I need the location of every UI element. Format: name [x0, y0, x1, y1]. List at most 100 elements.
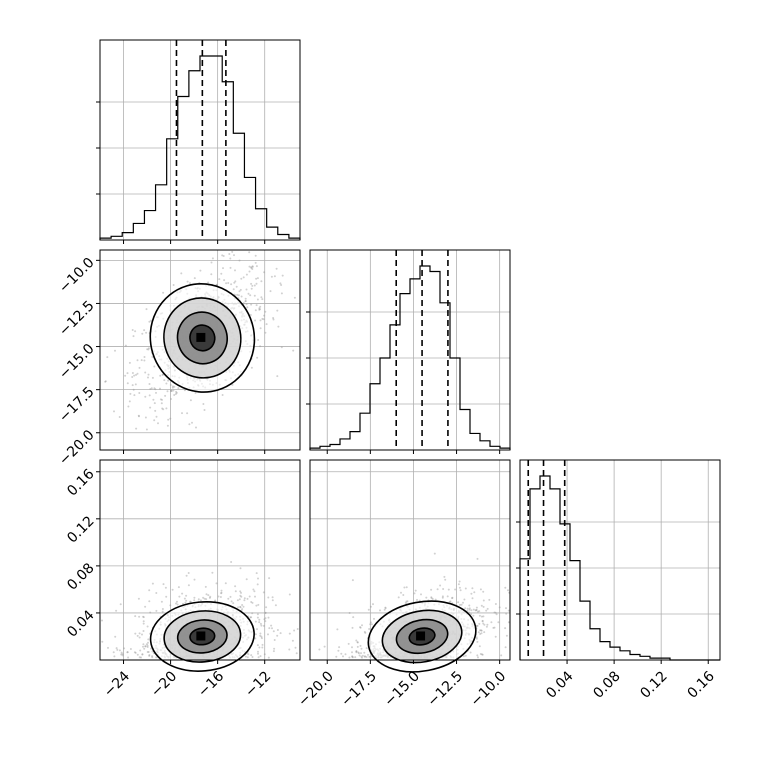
- sample-point: [279, 282, 282, 285]
- sample-point: [262, 591, 265, 594]
- sample-point: [493, 626, 496, 629]
- sample-point: [498, 606, 501, 609]
- sample-point: [120, 651, 123, 654]
- sample-point: [232, 288, 235, 291]
- sample-point: [264, 310, 267, 313]
- sample-point: [146, 651, 149, 653]
- sample-point: [101, 640, 104, 643]
- sample-point: [351, 651, 353, 654]
- sample-point: [369, 623, 372, 626]
- sample-point: [275, 267, 278, 270]
- y-tick-label: −17.5: [56, 384, 98, 426]
- sample-point: [397, 596, 400, 599]
- axes-frame: [309, 459, 511, 661]
- sample-point: [204, 585, 207, 588]
- panel-0-0: [96, 39, 301, 244]
- sample-point: [203, 409, 206, 411]
- sample-point: [155, 656, 158, 659]
- sample-point: [261, 298, 264, 301]
- sample-point: [170, 389, 172, 392]
- sample-point: [481, 619, 484, 622]
- sample-point: [351, 655, 354, 658]
- sample-point: [406, 600, 409, 603]
- sample-point: [347, 642, 350, 645]
- sample-point: [261, 646, 264, 649]
- sample-point: [348, 656, 351, 659]
- sample-point: [199, 599, 202, 602]
- sample-point: [126, 651, 129, 654]
- sample-point: [161, 398, 163, 401]
- sample-point: [273, 639, 276, 641]
- sample-point: [138, 415, 140, 418]
- y-tick-label: 0.08: [64, 560, 97, 593]
- sample-point: [215, 582, 218, 585]
- sample-point: [239, 288, 242, 291]
- sample-point: [256, 356, 259, 359]
- sample-point: [497, 621, 500, 624]
- sample-point: [265, 323, 268, 326]
- sample-point: [257, 339, 260, 341]
- sample-point: [364, 631, 367, 634]
- sample-point: [137, 414, 140, 417]
- sample-point: [127, 656, 130, 659]
- sample-point: [369, 655, 372, 658]
- sample-point: [416, 598, 418, 601]
- density-peak: [196, 332, 206, 342]
- sample-point: [161, 610, 164, 613]
- sample-point: [344, 653, 347, 656]
- sample-point: [166, 390, 169, 393]
- sample-point: [296, 628, 299, 630]
- sample-point: [241, 608, 244, 611]
- sample-point: [493, 611, 496, 614]
- sample-point: [178, 595, 181, 598]
- sample-point: [280, 284, 283, 286]
- sample-point: [439, 584, 442, 587]
- sample-point: [231, 250, 234, 253]
- sample-point: [234, 590, 237, 593]
- sample-point: [504, 646, 507, 649]
- sample-point: [143, 329, 146, 332]
- sample-point: [189, 600, 192, 603]
- sample-point: [151, 582, 154, 585]
- sample-point: [263, 314, 266, 317]
- sample-point: [115, 647, 118, 650]
- sample-point: [147, 641, 149, 644]
- sample-point: [172, 284, 175, 286]
- sample-point: [338, 646, 341, 649]
- sample-point: [351, 656, 354, 659]
- sample-point: [462, 601, 464, 604]
- sample-point: [470, 592, 473, 595]
- sample-point: [230, 283, 233, 286]
- sample-point: [237, 294, 240, 297]
- sample-point: [104, 380, 107, 383]
- sample-point: [173, 385, 176, 388]
- axes-frame: [519, 459, 721, 661]
- sample-point: [250, 267, 253, 269]
- sample-point: [494, 611, 497, 614]
- sample-point: [259, 634, 262, 637]
- sample-point: [481, 653, 484, 656]
- sample-point: [361, 624, 363, 627]
- sample-point: [171, 386, 174, 389]
- sample-point: [221, 394, 224, 396]
- sample-point: [351, 579, 354, 582]
- sample-point: [351, 655, 354, 658]
- sample-point: [169, 384, 172, 386]
- sample-point: [250, 287, 253, 290]
- sample-point: [264, 611, 267, 614]
- sample-point: [147, 373, 150, 376]
- panel-1-0: −10.0−12.5−15.0−17.5−20.0: [56, 249, 301, 469]
- sample-point: [354, 656, 357, 659]
- sample-point: [186, 412, 189, 415]
- sample-point: [238, 259, 241, 262]
- sample-point: [459, 603, 461, 606]
- sample-point: [372, 603, 374, 606]
- sample-point: [367, 653, 369, 656]
- sample-point: [249, 314, 252, 316]
- sample-point: [153, 365, 156, 368]
- sample-point: [143, 647, 146, 650]
- sample-point: [258, 308, 261, 311]
- sample-point: [165, 382, 168, 385]
- sample-point: [234, 269, 236, 272]
- sample-point: [220, 272, 223, 275]
